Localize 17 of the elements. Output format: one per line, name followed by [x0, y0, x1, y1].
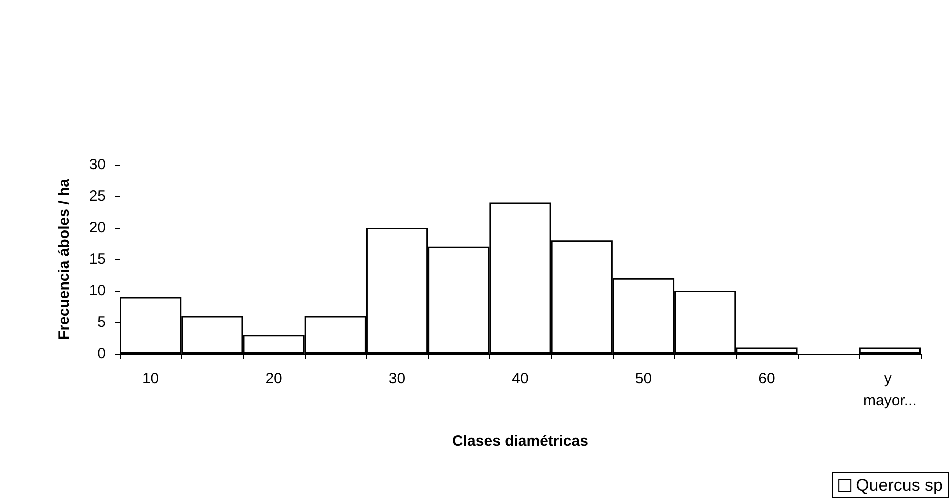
y-tick-label: 0 [98, 346, 106, 362]
x-axis-title: Clases diamétricas [452, 433, 588, 450]
x-tick-label: 50 [635, 370, 652, 388]
y-tick-label: 10 [89, 282, 106, 300]
x-tick-label: 30 [388, 370, 406, 388]
x-tick-label: 20 [266, 370, 282, 388]
y-tick-label: 20 [89, 220, 106, 236]
x-tick-label: 40 [512, 370, 529, 388]
y-tick-label: 15 [89, 251, 106, 268]
y-tick-label: 5 [98, 314, 106, 331]
x-tick-label: 60 [758, 370, 776, 388]
x-tick-label: y mayor... [864, 370, 917, 410]
x-tick-label: 10 [142, 370, 160, 388]
y-axis-title: Frecuencia áboles / ha [56, 178, 73, 340]
y-tick-label: 30 [89, 156, 106, 174]
legend-label: Quercus sp [856, 476, 944, 495]
y-tick-label: 25 [89, 188, 106, 205]
